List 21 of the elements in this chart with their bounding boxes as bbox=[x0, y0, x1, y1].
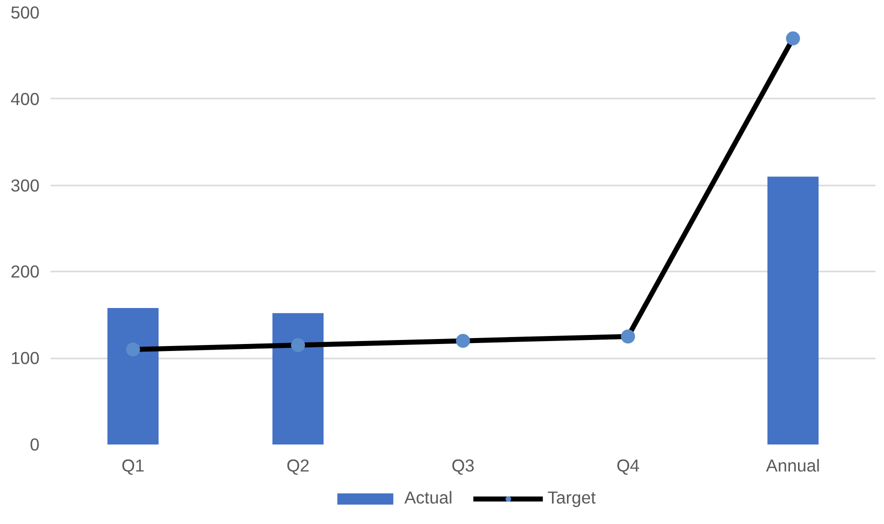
legend-label: Target bbox=[548, 488, 596, 508]
point bbox=[786, 31, 800, 46]
y-tick-label: 0 bbox=[30, 434, 40, 454]
bar bbox=[107, 308, 159, 444]
point bbox=[291, 338, 305, 352]
y-tick-label: 300 bbox=[10, 175, 40, 196]
x-tick-label: Q4 bbox=[616, 456, 640, 476]
y-tick-label: 100 bbox=[10, 348, 40, 368]
x-tick-label: Q3 bbox=[451, 456, 475, 476]
point bbox=[456, 334, 470, 348]
x-tick-label: Q1 bbox=[121, 456, 145, 476]
y-tick-label: 400 bbox=[10, 88, 40, 109]
point bbox=[126, 342, 140, 356]
bar bbox=[767, 176, 819, 444]
point bbox=[621, 330, 635, 344]
x-tick-label: Annual bbox=[766, 456, 820, 476]
x-tick-label: Q2 bbox=[286, 456, 310, 476]
y-tick-label: 200 bbox=[10, 262, 40, 282]
y-tick-label: 500 bbox=[10, 2, 40, 22]
legend-label: Actual bbox=[404, 488, 452, 508]
bar bbox=[272, 313, 324, 444]
